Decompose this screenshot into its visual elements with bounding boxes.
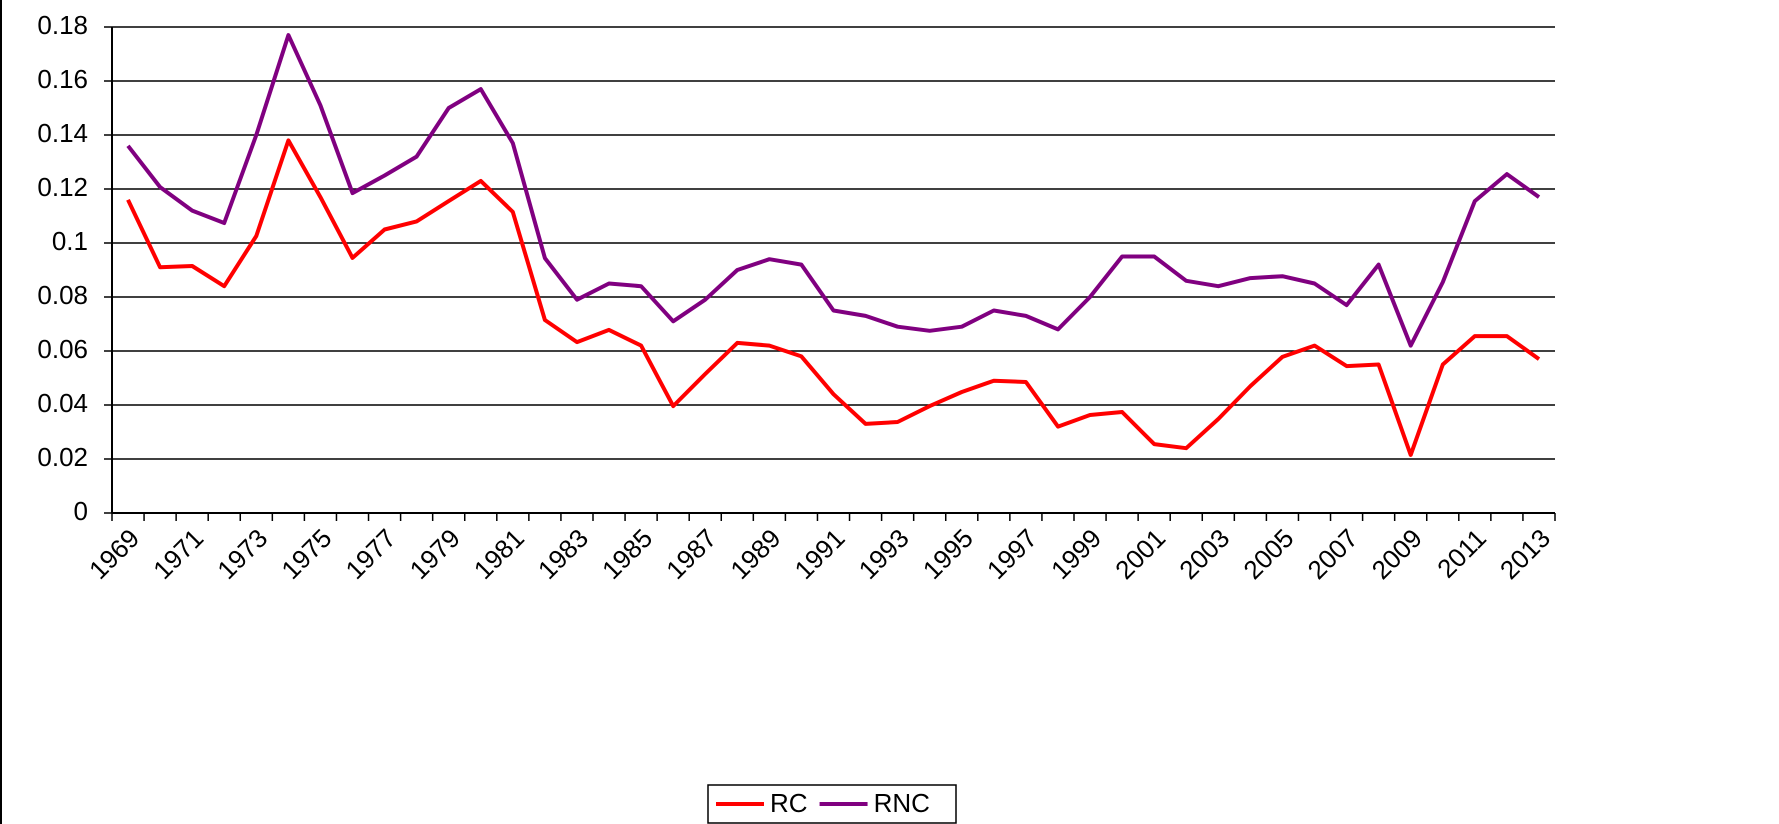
x-tick-label: 1985: [596, 523, 658, 585]
y-tick-label: 0.08: [37, 280, 88, 310]
x-tick-label: 2013: [1494, 523, 1556, 585]
x-tick-label: 1973: [211, 523, 273, 585]
y-tick-label: 0.18: [37, 10, 88, 40]
x-tick-label: 1969: [83, 523, 145, 585]
x-tick-label: 1981: [468, 523, 530, 585]
x-tick-label: 2011: [1431, 523, 1492, 584]
y-tick-label: 0: [74, 496, 88, 526]
y-tick-label: 0.1: [52, 226, 88, 256]
x-tick-label: 1983: [532, 523, 594, 585]
y-tick-label: 0.04: [37, 388, 88, 418]
x-tick-label: 1975: [275, 523, 337, 585]
x-tick-label: 2005: [1237, 523, 1299, 585]
x-tick-label: 1991: [788, 523, 850, 585]
x-tick-label: 1977: [340, 523, 402, 585]
x-tick-label: 1995: [917, 523, 979, 585]
series-line: [126, 138, 1541, 457]
y-tick-label: 0.14: [37, 118, 88, 148]
legend-label: RNC: [874, 788, 930, 818]
y-tick-label: 0.06: [37, 334, 88, 364]
y-tick-label: 0.12: [37, 172, 88, 202]
y-tick-label: 0.02: [37, 442, 88, 472]
legend-label: RC: [770, 788, 808, 818]
x-tick-label: 1993: [853, 523, 915, 585]
y-tick-label: 0.16: [37, 64, 88, 94]
x-tick-label: 2007: [1302, 523, 1364, 585]
x-tick-label: 2001: [1109, 523, 1171, 585]
x-tick-label: 2003: [1173, 523, 1235, 585]
x-tick-label: 1999: [1045, 523, 1107, 585]
series-line: [126, 33, 1541, 348]
x-tick-label: 1989: [724, 523, 786, 585]
x-tick-label: 1971: [147, 523, 209, 585]
x-tick-label: 1997: [981, 523, 1043, 585]
x-tick-label: 2009: [1366, 523, 1428, 585]
x-tick-label: 1987: [660, 523, 722, 585]
x-tick-label: 1979: [404, 523, 466, 585]
